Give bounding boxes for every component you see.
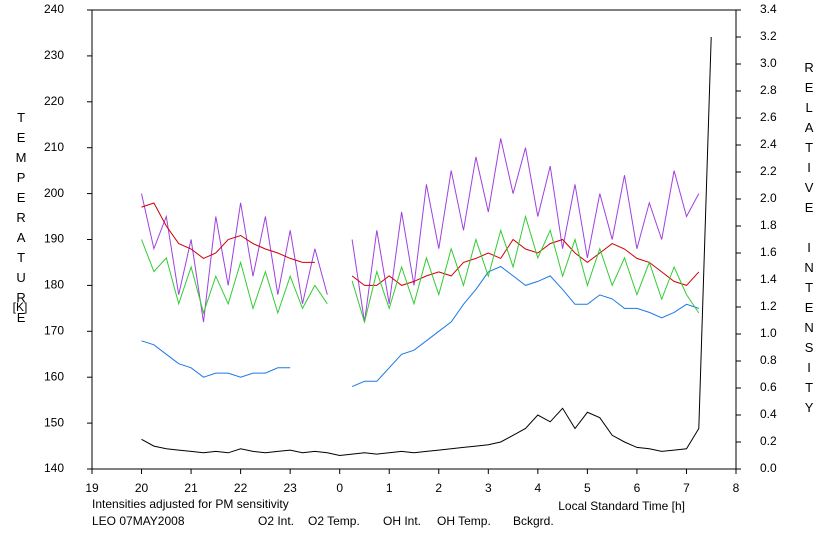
series-line [141, 36, 712, 457]
x-tick-label: 3 [485, 481, 492, 495]
y2-tick-label: 3.4 [760, 2, 777, 16]
x-tick-label: 20 [135, 481, 149, 495]
y-tick-label: 240 [44, 2, 64, 16]
y2-tick-label: 0.4 [760, 407, 777, 421]
y-tick-label: 200 [44, 186, 64, 200]
series-line [141, 138, 700, 323]
x-tick-label: 22 [234, 481, 248, 495]
y-tick-label: 170 [44, 323, 64, 337]
y2-tick-label: 2.8 [760, 83, 777, 97]
y-tick-label: 190 [44, 232, 64, 246]
y2-tick-label: 1.2 [760, 299, 777, 313]
y-tick-label: 140 [44, 461, 64, 475]
y2-tick-label: 1.4 [760, 272, 777, 286]
legend-entry: OH Temp. [437, 514, 491, 528]
y2-tick-label: 2.2 [760, 164, 777, 178]
y-axis-label: TEMPERATURE [14, 110, 29, 330]
series-line [141, 214, 700, 325]
x-axis-label: Local Standard Time [h] [558, 499, 685, 513]
x-tick-label: 8 [733, 481, 740, 495]
x-tick-label: 23 [283, 481, 297, 495]
y-tick-label: 230 [44, 48, 64, 62]
series-line [141, 202, 700, 286]
y2-axis-label: RELATIVE INTENSITY [802, 60, 817, 420]
y2-tick-label: 0.2 [760, 434, 777, 448]
y-tick-label: 180 [44, 278, 64, 292]
y2-tick-label: 2.4 [760, 137, 777, 151]
x-tick-label: 2 [435, 481, 442, 495]
y-tick-label: 160 [44, 369, 64, 383]
y2-tick-label: 2.0 [760, 191, 777, 205]
y2-tick-label: 1.0 [760, 326, 777, 340]
legend-entry: O2 Int. [258, 514, 294, 528]
x-tick-label: 6 [634, 481, 641, 495]
y2-tick-label: 2.6 [760, 110, 777, 124]
series-line [141, 265, 699, 388]
caption: LEO 07MAY2008 [92, 514, 185, 528]
legend-entry: O2 Temp. [308, 514, 360, 528]
note: Intensities adjusted for PM sensitivity [92, 497, 289, 511]
legend-entry: Bckgrd. [513, 514, 554, 528]
y2-tick-label: 3.2 [760, 29, 777, 43]
y2-tick-label: 1.8 [760, 218, 777, 232]
x-tick-label: 5 [584, 481, 591, 495]
y-tick-label: 220 [44, 94, 64, 108]
y-axis-unit: [K] [13, 300, 28, 314]
legend-entry: OH Int. [383, 514, 421, 528]
y2-tick-label: 3.0 [760, 56, 777, 70]
y2-tick-label: 0.8 [760, 353, 777, 367]
x-tick-label: 7 [683, 481, 690, 495]
x-tick-label: 1 [386, 481, 393, 495]
x-tick-label: 21 [184, 481, 198, 495]
y2-tick-label: 0.0 [760, 461, 777, 475]
x-tick-label: 4 [535, 481, 542, 495]
y2-tick-label: 1.6 [760, 245, 777, 259]
x-tick-label: 0 [336, 481, 343, 495]
y-tick-label: 150 [44, 415, 64, 429]
x-tick-label: 19 [85, 481, 99, 495]
y-tick-label: 210 [44, 140, 64, 154]
y2-tick-label: 0.6 [760, 380, 777, 394]
